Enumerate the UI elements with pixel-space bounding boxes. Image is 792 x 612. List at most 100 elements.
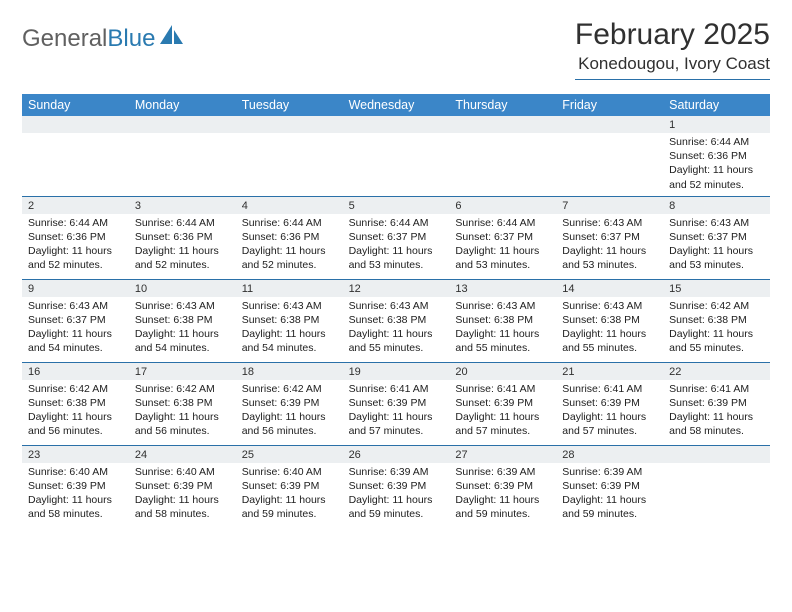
day-number: 23 (22, 446, 129, 463)
sunset-text: Sunset: 6:38 PM (135, 313, 230, 327)
day-cell: 14Sunrise: 6:43 AMSunset: 6:38 PMDayligh… (556, 280, 663, 362)
day-number: 5 (343, 197, 450, 214)
day-cell: 21Sunrise: 6:41 AMSunset: 6:39 PMDayligh… (556, 363, 663, 445)
day-cell: 23Sunrise: 6:40 AMSunset: 6:39 PMDayligh… (22, 446, 129, 528)
sunrise-text: Sunrise: 6:39 AM (455, 465, 550, 479)
day-cell: 17Sunrise: 6:42 AMSunset: 6:38 PMDayligh… (129, 363, 236, 445)
day-number (129, 116, 236, 133)
sunrise-text: Sunrise: 6:44 AM (135, 216, 230, 230)
month-title: February 2025 (575, 18, 770, 52)
daylight-text: Daylight: 11 hours and 54 minutes. (28, 327, 123, 355)
day-body: Sunrise: 6:39 AMSunset: 6:39 PMDaylight:… (343, 463, 450, 526)
sunrise-text: Sunrise: 6:43 AM (28, 299, 123, 313)
day-cell: 8Sunrise: 6:43 AMSunset: 6:37 PMDaylight… (663, 197, 770, 279)
day-body: Sunrise: 6:44 AMSunset: 6:37 PMDaylight:… (343, 214, 450, 277)
day-body: Sunrise: 6:41 AMSunset: 6:39 PMDaylight:… (663, 380, 770, 443)
sunrise-text: Sunrise: 6:42 AM (242, 382, 337, 396)
sunrise-text: Sunrise: 6:43 AM (669, 216, 764, 230)
logo: GeneralBlue (22, 18, 185, 53)
day-number: 8 (663, 197, 770, 214)
day-cell (343, 116, 450, 196)
day-number: 9 (22, 280, 129, 297)
daylight-text: Daylight: 11 hours and 58 minutes. (135, 493, 230, 521)
sunset-text: Sunset: 6:37 PM (562, 230, 657, 244)
sunrise-text: Sunrise: 6:40 AM (135, 465, 230, 479)
sunset-text: Sunset: 6:38 PM (349, 313, 444, 327)
day-cell: 12Sunrise: 6:43 AMSunset: 6:38 PMDayligh… (343, 280, 450, 362)
sunset-text: Sunset: 6:38 PM (562, 313, 657, 327)
daylight-text: Daylight: 11 hours and 52 minutes. (135, 244, 230, 272)
day-cell: 5Sunrise: 6:44 AMSunset: 6:37 PMDaylight… (343, 197, 450, 279)
location: Konedougou, Ivory Coast (575, 54, 770, 80)
day-number (343, 116, 450, 133)
day-cell: 2Sunrise: 6:44 AMSunset: 6:36 PMDaylight… (22, 197, 129, 279)
sunset-text: Sunset: 6:38 PM (135, 396, 230, 410)
day-number: 2 (22, 197, 129, 214)
sunrise-text: Sunrise: 6:42 AM (135, 382, 230, 396)
day-body: Sunrise: 6:43 AMSunset: 6:37 PMDaylight:… (22, 297, 129, 360)
day-cell (556, 116, 663, 196)
day-number: 16 (22, 363, 129, 380)
sunset-text: Sunset: 6:39 PM (135, 479, 230, 493)
daylight-text: Daylight: 11 hours and 59 minutes. (455, 493, 550, 521)
day-number: 3 (129, 197, 236, 214)
day-cell: 11Sunrise: 6:43 AMSunset: 6:38 PMDayligh… (236, 280, 343, 362)
sunrise-text: Sunrise: 6:44 AM (669, 135, 764, 149)
daylight-text: Daylight: 11 hours and 55 minutes. (669, 327, 764, 355)
day-body: Sunrise: 6:40 AMSunset: 6:39 PMDaylight:… (22, 463, 129, 526)
day-body: Sunrise: 6:43 AMSunset: 6:37 PMDaylight:… (556, 214, 663, 277)
day-body: Sunrise: 6:43 AMSunset: 6:38 PMDaylight:… (556, 297, 663, 360)
day-cell: 25Sunrise: 6:40 AMSunset: 6:39 PMDayligh… (236, 446, 343, 528)
sunrise-text: Sunrise: 6:43 AM (135, 299, 230, 313)
sunset-text: Sunset: 6:36 PM (28, 230, 123, 244)
sunrise-text: Sunrise: 6:39 AM (349, 465, 444, 479)
week-row: 1Sunrise: 6:44 AMSunset: 6:36 PMDaylight… (22, 116, 770, 197)
sunset-text: Sunset: 6:37 PM (349, 230, 444, 244)
day-body (343, 133, 450, 139)
day-number: 12 (343, 280, 450, 297)
sunset-text: Sunset: 6:39 PM (349, 396, 444, 410)
sunset-text: Sunset: 6:38 PM (669, 313, 764, 327)
day-cell: 20Sunrise: 6:41 AMSunset: 6:39 PMDayligh… (449, 363, 556, 445)
day-body: Sunrise: 6:39 AMSunset: 6:39 PMDaylight:… (449, 463, 556, 526)
day-number (556, 116, 663, 133)
sunrise-text: Sunrise: 6:42 AM (28, 382, 123, 396)
day-cell: 15Sunrise: 6:42 AMSunset: 6:38 PMDayligh… (663, 280, 770, 362)
daylight-text: Daylight: 11 hours and 53 minutes. (669, 244, 764, 272)
daylight-text: Daylight: 11 hours and 56 minutes. (28, 410, 123, 438)
day-number: 24 (129, 446, 236, 463)
day-cell: 10Sunrise: 6:43 AMSunset: 6:38 PMDayligh… (129, 280, 236, 362)
day-body: Sunrise: 6:41 AMSunset: 6:39 PMDaylight:… (556, 380, 663, 443)
sunrise-text: Sunrise: 6:43 AM (242, 299, 337, 313)
day-number: 15 (663, 280, 770, 297)
header: GeneralBlue February 2025 Konedougou, Iv… (22, 18, 770, 80)
week-row: 9Sunrise: 6:43 AMSunset: 6:37 PMDaylight… (22, 280, 770, 363)
sunset-text: Sunset: 6:39 PM (28, 479, 123, 493)
day-cell: 18Sunrise: 6:42 AMSunset: 6:39 PMDayligh… (236, 363, 343, 445)
day-body: Sunrise: 6:44 AMSunset: 6:37 PMDaylight:… (449, 214, 556, 277)
sunset-text: Sunset: 6:39 PM (349, 479, 444, 493)
daylight-text: Daylight: 11 hours and 58 minutes. (669, 410, 764, 438)
sunset-text: Sunset: 6:36 PM (669, 149, 764, 163)
sunrise-text: Sunrise: 6:41 AM (562, 382, 657, 396)
day-number: 25 (236, 446, 343, 463)
weeks-container: 1Sunrise: 6:44 AMSunset: 6:36 PMDaylight… (22, 116, 770, 528)
daylight-text: Daylight: 11 hours and 55 minutes. (562, 327, 657, 355)
day-number (236, 116, 343, 133)
sunset-text: Sunset: 6:39 PM (669, 396, 764, 410)
day-body: Sunrise: 6:44 AMSunset: 6:36 PMDaylight:… (663, 133, 770, 196)
sail-icon (159, 24, 185, 53)
sunrise-text: Sunrise: 6:39 AM (562, 465, 657, 479)
day-number: 11 (236, 280, 343, 297)
daylight-text: Daylight: 11 hours and 52 minutes. (28, 244, 123, 272)
day-cell (236, 116, 343, 196)
daylight-text: Daylight: 11 hours and 57 minutes. (455, 410, 550, 438)
weekday-thursday: Thursday (449, 94, 556, 116)
day-cell: 6Sunrise: 6:44 AMSunset: 6:37 PMDaylight… (449, 197, 556, 279)
title-block: February 2025 Konedougou, Ivory Coast (575, 18, 770, 80)
weekday-saturday: Saturday (663, 94, 770, 116)
daylight-text: Daylight: 11 hours and 55 minutes. (455, 327, 550, 355)
sunrise-text: Sunrise: 6:40 AM (242, 465, 337, 479)
sunrise-text: Sunrise: 6:41 AM (349, 382, 444, 396)
sunset-text: Sunset: 6:37 PM (455, 230, 550, 244)
